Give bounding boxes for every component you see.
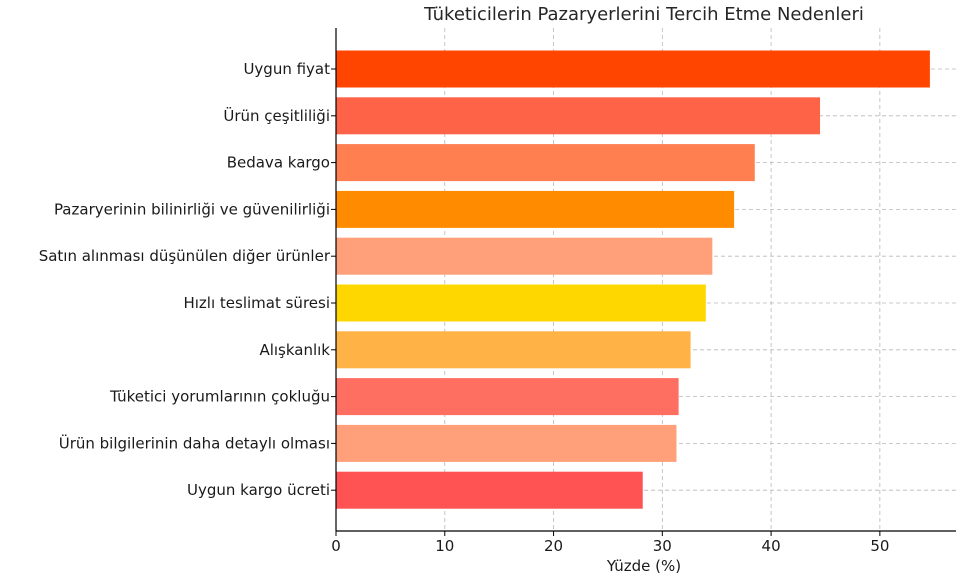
bar — [336, 190, 735, 228]
category-label: Uygun kargo ücreti — [187, 481, 330, 499]
category-label: Uygun fiyat — [243, 60, 330, 78]
category-label: Pazaryerinin bilinirliği ve güvenilirliğ… — [54, 200, 330, 218]
category-label: Bedava kargo — [227, 154, 330, 172]
category-labels: Uygun fiyat Ürün çeşitliliği Bedava kargo P… — [39, 60, 336, 499]
x-axis-ticks: 0 10 20 30 40 50 — [331, 531, 889, 555]
category-label: Ürün bilgilerinin daha detaylı olması — [59, 433, 330, 452]
bars-layer — [336, 50, 930, 509]
bar — [336, 144, 755, 182]
bar — [336, 97, 821, 135]
x-tick-label: 50 — [870, 537, 889, 555]
x-axis-label: Yüzde (%) — [606, 557, 681, 575]
bar — [336, 50, 930, 88]
bar — [336, 331, 691, 369]
bar — [336, 284, 706, 322]
bar — [336, 424, 677, 462]
category-label: Hızlı teslimat süresi — [183, 294, 330, 312]
bar — [336, 471, 643, 509]
x-tick-label: 10 — [435, 537, 454, 555]
category-label: Satın alınması düşünülen diğer ürünler — [39, 247, 331, 265]
category-label: Alışkanlık — [259, 341, 330, 359]
x-tick-label: 30 — [653, 537, 672, 555]
chart-title: Tüketicilerin Pazaryerlerini Tercih Etme… — [423, 4, 864, 25]
category-label: Ürün çeşitliliği — [223, 106, 330, 125]
bar — [336, 237, 713, 275]
x-tick-label: 40 — [762, 537, 781, 555]
bar — [336, 378, 679, 416]
category-label: Tüketici yorumlarının çokluğu — [109, 388, 330, 406]
x-tick-label: 20 — [544, 537, 563, 555]
x-tick-label: 0 — [331, 537, 341, 555]
